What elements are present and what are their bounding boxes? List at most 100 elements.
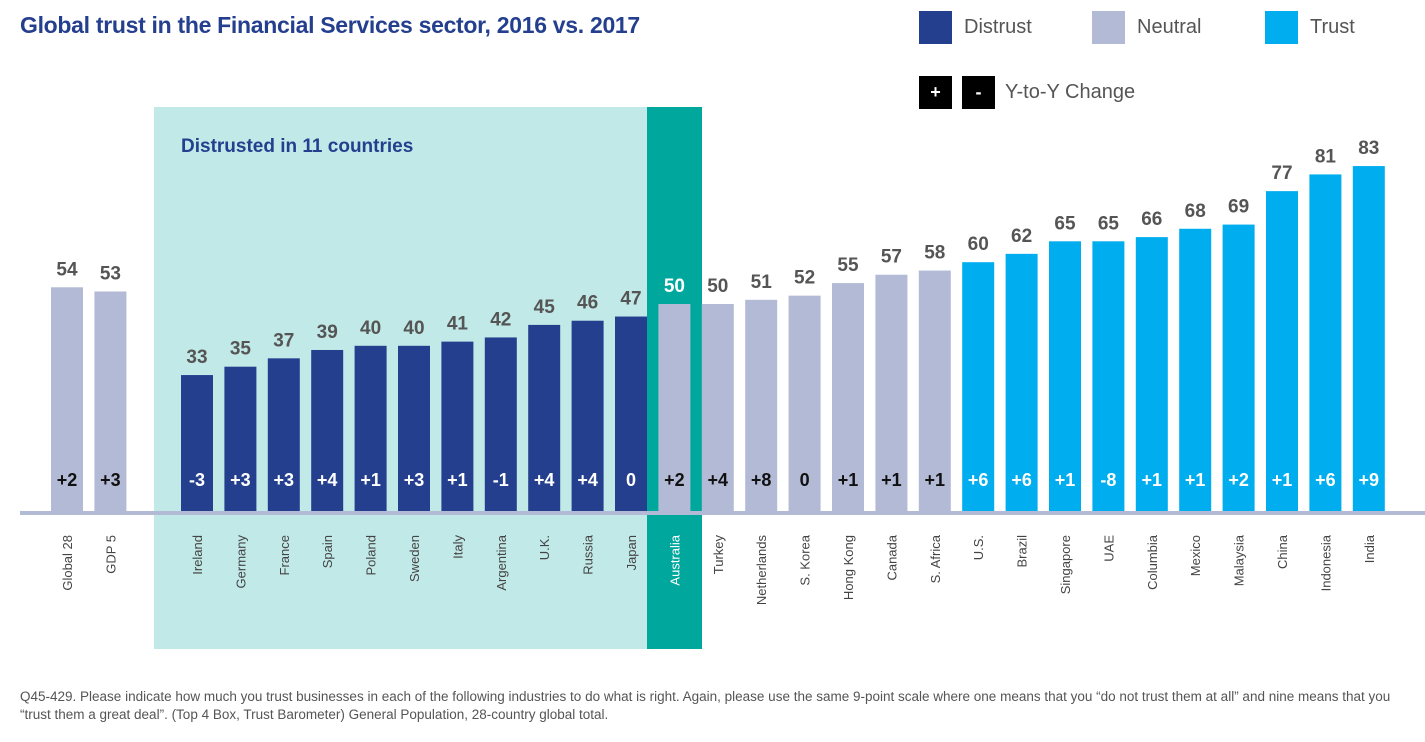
category-tick-label: Hong Kong <box>841 535 856 600</box>
category-tick-label: UAE <box>1101 535 1116 562</box>
bar <box>832 283 864 513</box>
value-label: 83 <box>1358 138 1379 159</box>
bar <box>1222 224 1255 513</box>
value-label: 65 <box>1054 213 1076 234</box>
category-tick-label: Mexico <box>1188 535 1203 576</box>
value-label: 62 <box>1011 226 1032 247</box>
category-tick-label: U.K. <box>537 535 552 560</box>
change-label: +4 <box>577 470 598 490</box>
value-label: 42 <box>490 309 511 330</box>
change-label: +2 <box>1228 470 1249 490</box>
change-label: 0 <box>800 470 810 490</box>
value-label: 66 <box>1141 209 1162 230</box>
category-tick-label: Global 28 <box>60 535 75 591</box>
bar <box>1352 166 1385 513</box>
category-tick-label: Singapore <box>1058 535 1073 594</box>
minus-icon: - <box>962 76 995 109</box>
highlight-label: Distrusted in 11 countries <box>181 136 413 157</box>
change-label: +3 <box>274 470 295 490</box>
category-tick-label: Malaysia <box>1232 534 1247 586</box>
value-label: 58 <box>924 243 945 264</box>
bar <box>1179 228 1212 513</box>
bar <box>918 270 951 513</box>
bar <box>1309 174 1342 514</box>
bar <box>398 345 430 513</box>
change-label: -8 <box>1100 470 1116 490</box>
category-tick-label: Russia <box>581 534 596 575</box>
legend-label: Trust <box>1310 16 1355 38</box>
change-label: +1 <box>447 470 468 490</box>
change-label: +1 <box>1142 470 1163 490</box>
value-label: 68 <box>1185 201 1206 222</box>
change-label: +1 <box>360 470 381 490</box>
value-label: 35 <box>230 339 252 360</box>
x-axis-line <box>20 511 1425 515</box>
change-label: +1 <box>925 470 946 490</box>
bar <box>354 345 387 513</box>
value-label: 60 <box>968 234 989 255</box>
bar <box>311 349 344 513</box>
legend-neutral: Neutral <box>1092 11 1201 44</box>
bar <box>51 287 83 513</box>
category-tick-label: Australia <box>667 534 682 585</box>
value-label: 46 <box>577 293 598 314</box>
footnote: Q45-429. Please indicate how much you tr… <box>20 689 1391 722</box>
category-tick-label: S. Korea <box>798 534 813 585</box>
value-label: 41 <box>447 314 469 335</box>
legend-trust: Trust <box>1265 11 1355 44</box>
value-label: 50 <box>707 276 728 297</box>
value-label: 39 <box>317 322 338 343</box>
change-label: +2 <box>57 470 78 490</box>
category-tick-label: Ireland <box>190 535 205 575</box>
bar <box>1005 253 1038 513</box>
category-tick-label: Canada <box>884 534 899 580</box>
bar <box>181 375 213 513</box>
change-label: 0 <box>626 470 636 490</box>
bar <box>224 366 257 513</box>
bar <box>528 324 561 513</box>
change-label: +4 <box>317 470 338 490</box>
legend-swatch <box>919 11 952 44</box>
bar <box>745 299 778 513</box>
category-tick-label: Netherlands <box>754 535 769 606</box>
category-tick-label: Japan <box>624 535 639 570</box>
category-tick-label: Brazil <box>1015 535 1030 568</box>
value-label: 77 <box>1271 163 1292 184</box>
bar <box>615 316 647 513</box>
category-tick-label: Sweden <box>407 535 422 582</box>
change-label: +1 <box>1272 470 1293 490</box>
value-label: 52 <box>794 268 815 289</box>
category-tick-label: GDP 5 <box>103 535 118 574</box>
category-tick-label: China <box>1275 534 1290 569</box>
legend-swatch <box>1092 11 1125 44</box>
value-label: 81 <box>1315 146 1337 167</box>
bar <box>571 320 604 513</box>
category-tick-label: France <box>277 535 292 575</box>
value-label: 47 <box>620 289 641 310</box>
value-label: 55 <box>837 255 859 276</box>
value-label: 40 <box>360 318 381 339</box>
bar <box>94 291 127 513</box>
change-label: +2 <box>664 470 685 490</box>
bar <box>1049 241 1081 514</box>
change-label: +3 <box>230 470 251 490</box>
value-label: 50 <box>664 276 685 297</box>
legend-distrust: Distrust <box>919 11 1032 44</box>
category-tick-label: Turkey <box>711 535 726 575</box>
bar <box>962 262 995 513</box>
change-label: +3 <box>404 470 425 490</box>
bar <box>441 341 474 513</box>
bar <box>484 337 517 513</box>
value-label: 37 <box>273 330 294 351</box>
category-tick-label: Spain <box>320 535 335 568</box>
value-label: 69 <box>1228 197 1249 218</box>
change-label: +4 <box>534 470 555 490</box>
category-tick-label: Argentina <box>494 534 509 590</box>
bar <box>701 304 734 513</box>
category-tick-label: Germany <box>233 535 248 589</box>
plus-icon: + <box>919 76 952 109</box>
legend-label: Neutral <box>1137 16 1202 38</box>
bar <box>788 295 821 513</box>
